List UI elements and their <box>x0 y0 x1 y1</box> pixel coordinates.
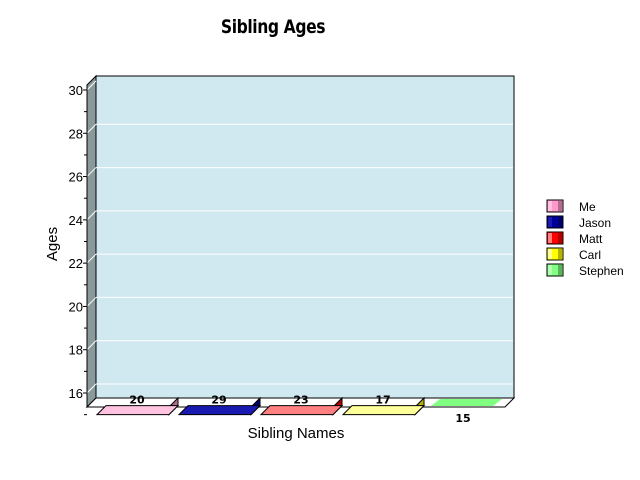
legend-label: Jason <box>579 216 611 230</box>
legend-item-carl: Carl <box>546 247 601 262</box>
back-wall <box>95 75 515 399</box>
legend-swatch-highlight <box>548 217 552 227</box>
legend-item-matt: Matt <box>546 231 603 246</box>
legend-swatch-shade <box>558 201 562 211</box>
y-tick-label: 28 <box>69 126 83 141</box>
bar-top <box>177 405 262 416</box>
bar-carl: 17 <box>341 394 426 416</box>
bar-matt: 23 <box>259 394 344 416</box>
legend-item-me: Me <box>546 199 596 214</box>
y-tick-label: 16 <box>69 386 83 401</box>
gridline-diagonal <box>86 210 97 221</box>
bar-top <box>95 405 180 416</box>
y-axis: 16 18 20 22 24 26 28 30 <box>69 83 88 416</box>
x-axis-label: Sibling Names <box>248 425 345 442</box>
legend-label: Carl <box>579 248 601 262</box>
bar-flat <box>431 399 502 406</box>
y-tick-label: 24 <box>69 213 83 228</box>
bar-top <box>341 405 426 416</box>
legend-swatch-highlight <box>548 201 552 211</box>
gridline-diagonal <box>86 297 97 307</box>
bar-value-label: 29 <box>211 394 226 407</box>
y-axis-label: Ages <box>44 227 61 261</box>
y-tick-label: 20 <box>69 299 83 314</box>
legend-label: Matt <box>579 232 603 246</box>
bar-value-label: 17 <box>375 394 390 407</box>
gridline-diagonal <box>86 340 97 351</box>
bar-value-label: 23 <box>293 394 308 407</box>
chart-title: Sibling Ages <box>220 16 326 38</box>
bars: 20 29 23 17 15 <box>95 394 502 425</box>
bar-me: 20 <box>95 394 180 416</box>
bar-value-label: 15 <box>455 412 470 425</box>
gridline-diagonal <box>86 80 97 91</box>
y-tick-label: 18 <box>69 343 83 358</box>
y-tick-label: 26 <box>69 170 83 185</box>
legend-swatch-shade <box>558 265 562 275</box>
legend-swatch-shade <box>558 217 562 227</box>
bar-stephen: 15 <box>431 399 502 425</box>
bar-top <box>259 405 344 416</box>
y-tick-label: 30 <box>69 83 83 98</box>
bar-value-label: 20 <box>129 394 145 407</box>
legend-swatch-highlight <box>548 249 552 259</box>
legend-label: Stephen <box>579 264 624 278</box>
legend-item-jason: Jason <box>546 215 611 230</box>
plot-walls <box>85 74 516 409</box>
gridline-diagonal <box>86 383 97 394</box>
legend-label: Me <box>579 200 596 214</box>
gridline-diagonal <box>86 253 97 264</box>
legend-swatch-highlight <box>548 233 552 243</box>
legend: Me Jason Matt Carl Stephen <box>546 199 624 278</box>
legend-item-stephen: Stephen <box>546 263 624 278</box>
legend-swatch-shade <box>558 233 562 243</box>
bar-jason: 29 <box>177 394 262 416</box>
y-tick-label: 22 <box>69 256 83 271</box>
legend-swatch-shade <box>558 249 562 259</box>
gridlines <box>86 80 513 394</box>
legend-swatch-highlight <box>548 265 552 275</box>
gridline-diagonal <box>86 123 97 134</box>
gridline-diagonal <box>86 167 97 177</box>
